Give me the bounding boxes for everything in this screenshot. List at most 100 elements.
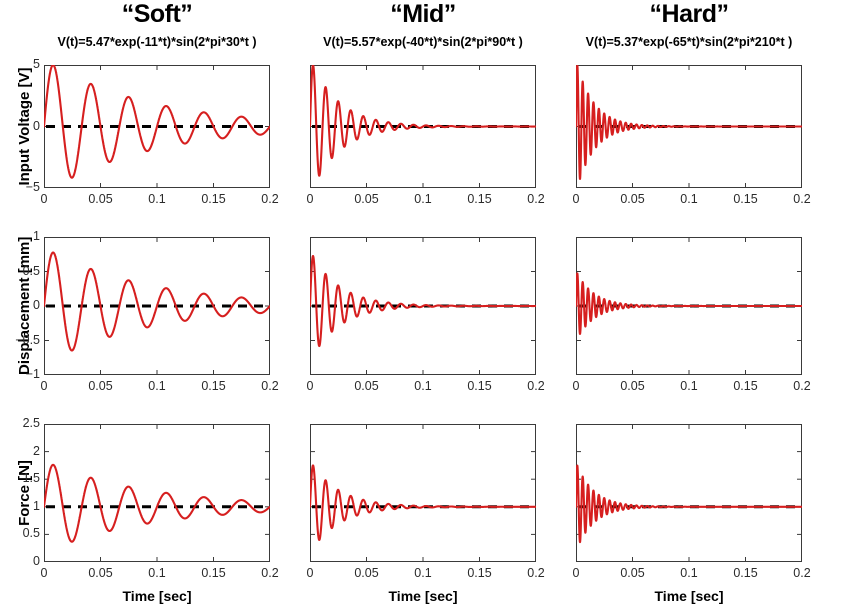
x-tick-displacement-soft-3: 0.15: [201, 379, 226, 393]
x-tick-force-mid-3: 0.15: [467, 566, 492, 580]
column-equation-mid: V(t)=5.57*exp(-40*t)*sin(2*pi*90*t ): [323, 35, 523, 49]
x-tick-voltage-mid-4: 0.2: [527, 192, 545, 206]
x-tick-displacement-mid-3: 0.15: [467, 379, 492, 393]
x-tick-force-mid-2: 0.1: [414, 566, 432, 580]
y-tick-force-3: 1: [33, 498, 40, 513]
plot-svg-displacement-mid: [310, 237, 536, 375]
plot-svg-displacement-hard: [576, 237, 802, 375]
y-tick-force-1: 2: [33, 443, 40, 458]
x-tick-displacement-hard-0: 0: [572, 379, 580, 393]
x-tick-displacement-mid-1: 0.05: [354, 379, 379, 393]
y-tick-displacement-1: 0.5: [22, 263, 40, 278]
x-tick-voltage-soft-4: 0.2: [261, 192, 279, 206]
column-title-hard: “Hard”: [649, 0, 729, 28]
plot-svg-displacement-soft: [44, 237, 270, 375]
x-tick-force-hard-0: 0: [572, 566, 580, 580]
signal-curve: [44, 251, 270, 352]
figure-root: “Soft” V(t)=5.47*exp(-11*t)*sin(2*pi*30*t…: [15, 0, 811, 604]
signal-curve: [44, 463, 270, 543]
plot-svg-voltage-soft: [44, 65, 270, 188]
x-tick-displacement-mid-4: 0.2: [527, 379, 545, 393]
x-tick-voltage-hard-4: 0.2: [793, 192, 811, 206]
plot-panel-displacement-mid: [310, 237, 536, 375]
y-tick-force-4: 0.5: [22, 526, 40, 541]
x-tick-voltage-mid-1: 0.05: [354, 192, 379, 206]
x-tick-displacement-soft-4: 0.2: [261, 379, 279, 393]
signal-curve: [310, 464, 536, 541]
y-tick-displacement-4: −1: [25, 367, 40, 381]
x-tick-force-soft-3: 0.15: [201, 566, 226, 580]
x-tick-displacement-soft-1: 0.05: [88, 379, 113, 393]
plot-panel-displacement-soft: [44, 237, 270, 375]
tick-marks: [576, 424, 802, 562]
x-axis-label-mid: Time [sec]: [388, 588, 458, 604]
axes-box: [310, 424, 536, 562]
x-tick-displacement-hard-3: 0.15: [733, 379, 758, 393]
x-tick-voltage-soft-1: 0.05: [88, 192, 113, 206]
x-tick-voltage-mid-0: 0: [306, 192, 314, 206]
plot-panel-force-mid: [310, 424, 536, 562]
signal-curve: [44, 65, 270, 179]
x-tick-force-mid-1: 0.05: [354, 566, 379, 580]
column-equation-soft: V(t)=5.47*exp(-11*t)*sin(2*pi*30*t ): [57, 35, 257, 49]
plot-svg-voltage-hard: [576, 65, 802, 188]
tick-marks: [44, 424, 270, 562]
axes-box: [576, 424, 802, 562]
signal-curve: [310, 65, 536, 177]
x-tick-voltage-soft-3: 0.15: [201, 192, 226, 206]
x-tick-force-mid-0: 0: [306, 566, 314, 580]
plot-svg-force-mid: [310, 424, 536, 562]
x-tick-displacement-soft-0: 0: [40, 379, 48, 393]
y-tick-displacement-0: 1: [33, 229, 40, 243]
y-tick-voltage-1: 0: [33, 118, 40, 133]
x-tick-force-hard-4: 0.2: [793, 566, 811, 580]
x-tick-voltage-soft-2: 0.1: [148, 192, 166, 206]
plot-panel-displacement-hard: [576, 237, 802, 375]
x-tick-voltage-hard-3: 0.15: [733, 192, 758, 206]
y-tick-displacement-3: −0.5: [15, 332, 40, 347]
x-tick-voltage-mid-2: 0.1: [414, 192, 432, 206]
plot-svg-force-soft: [44, 424, 270, 562]
plot-svg-voltage-mid: [310, 65, 536, 188]
x-tick-voltage-soft-0: 0: [40, 192, 48, 206]
column-title-mid: “Mid”: [390, 0, 456, 28]
x-tick-voltage-hard-1: 0.05: [620, 192, 645, 206]
x-tick-force-soft-4: 0.2: [261, 566, 279, 580]
x-tick-force-hard-2: 0.1: [680, 566, 698, 580]
x-tick-voltage-hard-0: 0: [572, 192, 580, 206]
x-tick-force-hard-1: 0.05: [620, 566, 645, 580]
tick-marks: [310, 424, 536, 562]
x-tick-displacement-soft-2: 0.1: [148, 379, 166, 393]
axes-box: [44, 424, 270, 562]
signal-curve: [576, 464, 802, 544]
tick-marks: [44, 237, 270, 375]
y-tick-voltage-0: 5: [33, 57, 40, 71]
plot-panel-force-hard: [576, 424, 802, 562]
plot-panel-voltage-soft: [44, 65, 270, 188]
x-tick-force-soft-2: 0.1: [148, 566, 166, 580]
y-tick-force-2: 1.5: [22, 471, 40, 486]
y-tick-displacement-2: 0: [33, 298, 40, 312]
x-tick-force-soft-0: 0: [40, 566, 48, 580]
column-equation-hard: V(t)=5.37*exp(-65*t)*sin(2*pi*210*t ): [585, 35, 793, 49]
plot-svg-force-hard: [576, 424, 802, 562]
signal-curve: [310, 254, 536, 348]
signal-curve: [576, 272, 802, 335]
y-tick-voltage-2: −5: [25, 180, 40, 194]
plot-panel-voltage-mid: [310, 65, 536, 188]
x-tick-displacement-hard-1: 0.05: [620, 379, 645, 393]
x-tick-displacement-mid-2: 0.1: [414, 379, 432, 393]
x-tick-voltage-hard-2: 0.1: [680, 192, 698, 206]
plot-panel-voltage-hard: [576, 65, 802, 188]
x-tick-force-soft-1: 0.05: [88, 566, 113, 580]
x-tick-force-hard-3: 0.15: [733, 566, 758, 580]
x-tick-force-mid-4: 0.2: [527, 566, 545, 580]
y-tick-force-0: 2.5: [22, 416, 40, 430]
column-title-soft: “Soft”: [121, 0, 193, 28]
x-tick-displacement-hard-2: 0.1: [680, 379, 698, 393]
plot-panel-force-soft: [44, 424, 270, 562]
x-tick-displacement-mid-0: 0: [306, 379, 314, 393]
x-tick-voltage-mid-3: 0.15: [467, 192, 492, 206]
signal-curve: [576, 65, 802, 180]
x-axis-label-soft: Time [sec]: [122, 588, 192, 604]
